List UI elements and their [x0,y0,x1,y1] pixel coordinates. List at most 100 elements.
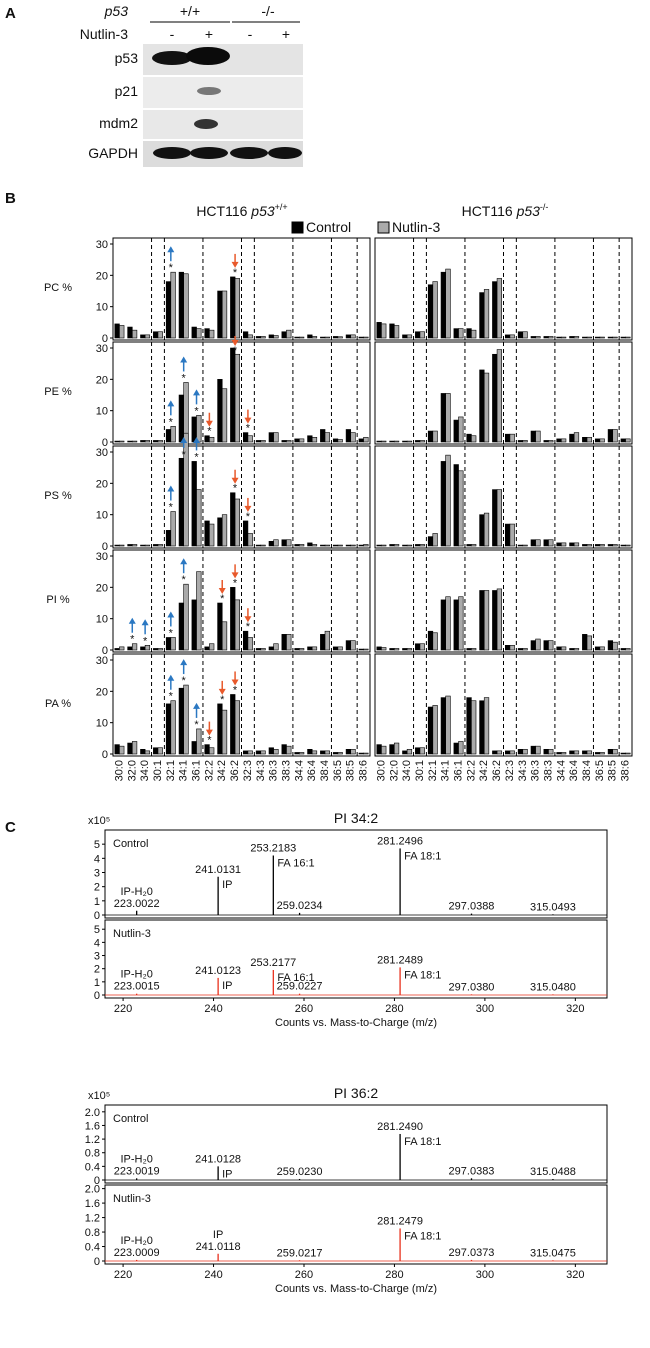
bar [612,641,618,651]
bar [178,602,184,651]
significance-mark: * [233,483,238,495]
peak-name: FA 16:1 [277,972,314,984]
peak-name: FA 18:1 [404,969,441,981]
bar [209,747,215,755]
bar [415,331,421,339]
bar [234,278,241,339]
bar [247,750,253,755]
bar [483,512,490,547]
y-tick-label: 30 [96,447,108,459]
bar [337,439,343,443]
y-tick-label: 3 [94,868,100,880]
bar [427,706,434,755]
bar [332,646,339,651]
bar [620,648,626,651]
arrow-head [193,702,201,709]
bar [153,747,159,755]
bar [594,752,601,755]
bar [140,748,146,755]
y-tick-label: 5 [94,924,100,936]
bar [196,489,202,547]
peak-name: IP-H₂0 [120,1235,152,1247]
bar [625,336,631,339]
row-label: p53 [115,50,139,66]
bar [307,748,313,755]
bar [522,544,528,547]
bar [332,752,339,755]
bar [599,752,605,755]
bar [131,741,138,755]
bar [479,514,485,547]
bar [307,646,313,651]
bar [406,440,413,443]
bar [620,752,626,755]
bar [440,599,446,651]
y-tick-label: 0 [102,333,108,345]
bar [286,440,292,443]
bar [114,744,120,755]
x-tick-label: 34:2 [478,760,490,781]
x-tick-label: 32:2 [203,760,215,781]
series-name: Control [113,1113,148,1125]
x-tick-label: 260 [295,1269,313,1281]
bar [221,388,228,443]
bar [479,292,485,339]
peak-mz-label: 297.0373 [449,1247,495,1259]
bar [165,281,172,339]
bar [548,440,554,443]
bar [607,429,614,443]
treatment-state: - [170,26,175,42]
bar [440,393,446,443]
bar [157,331,163,339]
x-tick-label: 38:3 [280,760,292,781]
bar [522,748,528,755]
bar [569,336,575,339]
y-tick-label: 4 [94,937,100,949]
bar [144,750,151,755]
bar [517,648,524,651]
significance-mark: * [220,694,225,706]
bar [445,454,451,547]
bar [320,336,326,339]
y-tick-label: 5 [94,839,100,851]
bar [127,646,133,651]
bar [573,432,580,443]
bar [427,630,434,651]
y-axis-label: PI % [46,594,69,606]
panel-letter: A [5,5,16,22]
bar [594,438,601,443]
x-axis-label: Counts vs. Mass-to-Charge (m/z) [275,1017,437,1029]
bar [230,587,236,651]
y-tick-label: 1.6 [85,1120,100,1132]
bar [131,440,138,443]
bar [281,634,287,651]
bar [483,590,490,651]
peak-name: FA 18:1 [404,1136,441,1148]
bar [242,630,249,651]
bar [119,646,125,651]
bar [402,648,408,651]
bar [209,523,215,547]
x-tick-label: 36:2 [229,760,241,781]
x-tick-label: 320 [566,1269,584,1281]
arrow-head [180,437,188,443]
x-tick-label: 38:4 [319,760,331,781]
bar [556,438,562,443]
bar [268,334,274,339]
bar [299,648,305,651]
y-unit: x10⁵ [88,1090,110,1102]
bar [376,322,382,339]
y-tick-label: 2 [94,964,100,976]
bar [255,544,262,547]
bar [363,436,369,443]
bar [496,278,503,339]
bar [483,697,490,755]
bar [466,433,472,443]
x-tick-label: 34:1 [178,760,190,781]
bar [569,433,575,443]
bar [625,752,631,755]
bar [183,432,189,547]
bar [607,544,614,547]
arrow-head [218,588,226,594]
bar [294,752,300,755]
